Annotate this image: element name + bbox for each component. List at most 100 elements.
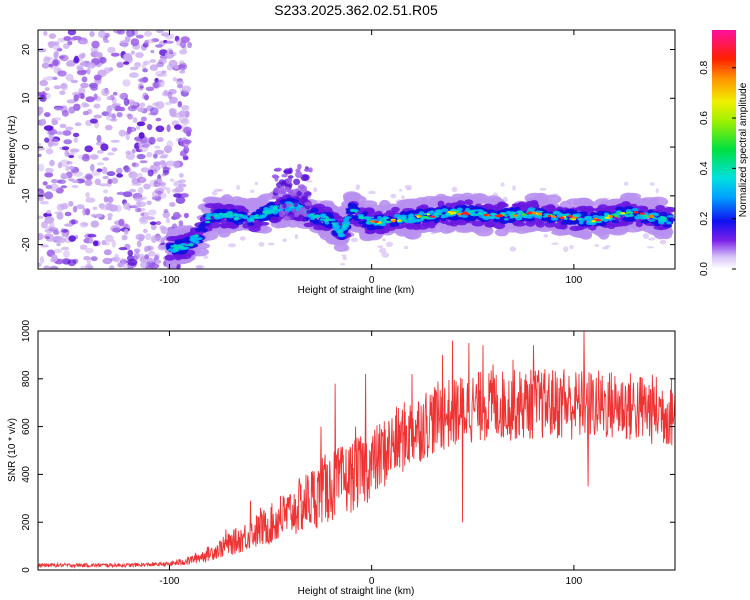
noise-blob <box>64 211 72 217</box>
noise-blob <box>58 55 65 60</box>
noise-blob <box>129 72 139 78</box>
noise-blob <box>86 62 96 69</box>
halo-blob <box>355 184 360 191</box>
noise-blob <box>136 121 146 127</box>
signal-blob <box>232 214 236 217</box>
chart-title: S233.2025.362.02.51.R05 <box>274 2 438 18</box>
signal-blob <box>358 215 364 218</box>
noise-blob <box>169 112 176 117</box>
bump-blob <box>275 167 282 172</box>
noise-blob <box>53 85 61 90</box>
signal-blob <box>185 244 191 247</box>
noise-blob <box>73 171 84 177</box>
signal-blob <box>539 210 543 213</box>
peak-blob <box>426 213 430 216</box>
signal-blob <box>312 216 318 219</box>
x-tick-label: 0 <box>369 275 375 286</box>
noise-blob <box>116 173 123 178</box>
bump-blob <box>294 211 300 218</box>
signal-blob <box>655 205 665 211</box>
noise-blob <box>131 105 137 109</box>
noise-blob <box>90 220 100 228</box>
noise-blob <box>178 220 184 227</box>
noise-blob <box>44 92 51 99</box>
noise-blob <box>137 107 145 113</box>
peak-blob <box>391 219 396 223</box>
noise-blob <box>45 148 54 155</box>
signal-blob <box>366 218 370 222</box>
bump-blob <box>297 163 302 170</box>
noise-blob <box>131 148 136 154</box>
noise-blob <box>60 159 70 167</box>
noise-blob <box>143 183 151 190</box>
noise-blob <box>68 106 76 114</box>
noise-blob <box>166 124 171 133</box>
signal-blob <box>658 218 664 222</box>
bump-blob <box>304 201 313 206</box>
noise-blob <box>160 160 166 165</box>
signal-blob <box>654 217 658 220</box>
peak-blob <box>456 212 462 216</box>
halo-blob <box>623 181 629 186</box>
peak-blob <box>512 214 518 217</box>
noise-blob <box>85 263 93 269</box>
noise-blob <box>51 58 61 67</box>
noise-blob <box>126 126 132 134</box>
halo-blob <box>368 190 376 195</box>
noise-blob <box>68 154 75 159</box>
noise-blob <box>72 35 82 41</box>
noise-blob <box>44 216 55 224</box>
noise-blob <box>150 49 155 54</box>
y-tick-label: 20 <box>21 44 32 56</box>
noise-blob <box>98 183 109 187</box>
noise-blob <box>54 106 64 112</box>
halo-blob <box>313 187 318 193</box>
signal-blob <box>653 212 660 217</box>
signal-blob <box>506 218 515 224</box>
signal-blob <box>342 191 361 202</box>
noise-blob <box>79 244 88 250</box>
noise-blob <box>95 213 103 218</box>
signal-blob <box>164 254 176 261</box>
noise-blob <box>155 125 165 133</box>
signal-blob <box>408 216 412 220</box>
noise-blob <box>103 249 112 256</box>
noise-blob <box>123 165 130 173</box>
signal-blob <box>262 210 268 214</box>
peak-blob <box>644 214 648 217</box>
signal-blob <box>511 211 517 215</box>
noise-blob <box>92 206 98 211</box>
bump-blob <box>300 174 309 182</box>
noise-blob <box>84 179 93 186</box>
noise-blob <box>40 118 47 126</box>
noise-blob <box>182 156 189 161</box>
signal-blob <box>471 209 475 213</box>
signal-blob <box>542 217 551 222</box>
y-tick-label: 200 <box>21 513 32 530</box>
signal-blob <box>198 223 206 230</box>
noise-blob <box>81 222 89 227</box>
noise-blob <box>46 209 52 215</box>
noise-blob <box>157 73 168 77</box>
noise-blob <box>60 185 68 189</box>
noise-blob <box>139 160 148 164</box>
noise-blob <box>107 152 115 156</box>
halo-blob <box>404 245 409 250</box>
halo-blob <box>341 254 347 257</box>
noise-blob <box>64 149 70 157</box>
noise-blob <box>65 126 74 131</box>
bump-blob <box>303 191 312 197</box>
noise-blob <box>141 196 147 200</box>
noise-blob <box>127 258 138 266</box>
y-tick-label: -10 <box>21 188 32 203</box>
signal-blob <box>490 216 495 219</box>
signal-blob <box>344 216 352 219</box>
halo-blob <box>390 193 397 199</box>
noise-blob <box>103 189 109 194</box>
noise-blob <box>63 139 72 145</box>
noise-blob <box>52 179 63 184</box>
noise-blob <box>108 204 119 212</box>
peak-blob <box>429 215 436 218</box>
bump-blob <box>293 217 298 221</box>
